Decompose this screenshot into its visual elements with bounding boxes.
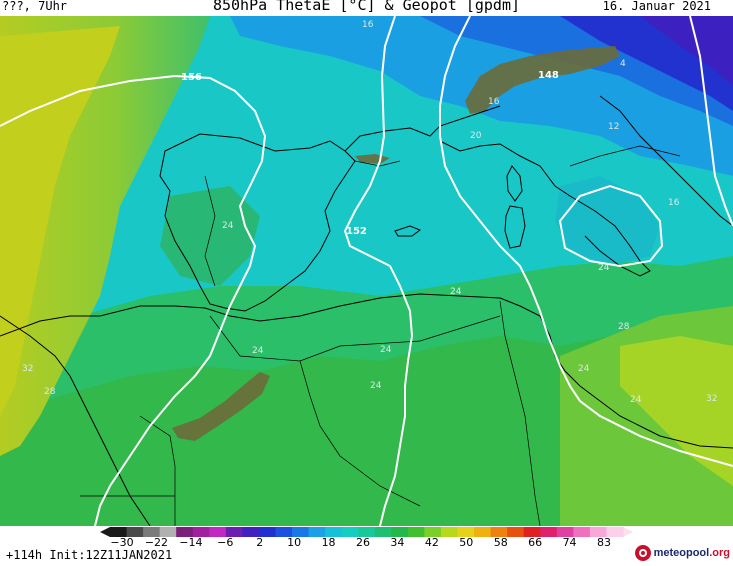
thetae-label: 32 bbox=[22, 364, 33, 374]
thetae-label: 28 bbox=[44, 387, 56, 397]
header-bar: ???, 7Uhr 850hPa ThetaE [°C] & Geopot [g… bbox=[0, 0, 733, 16]
alps-terrain bbox=[465, 46, 620, 114]
colorbar-tick-label: 83 bbox=[597, 536, 611, 549]
colorbar-swatch bbox=[159, 527, 177, 537]
thetae-label: 24 bbox=[598, 263, 610, 273]
colorbar-tick-label: −30 bbox=[110, 536, 134, 549]
colorbar-swatch bbox=[424, 527, 442, 537]
colorbar-swatch bbox=[258, 527, 277, 537]
colorbar-tick-label: 10 bbox=[287, 536, 302, 549]
thetae-label: 28 bbox=[618, 322, 630, 332]
colorbar-tick-label: 58 bbox=[493, 536, 508, 549]
colorbar-tick-label: 34 bbox=[390, 536, 405, 549]
colorbar-swatch bbox=[341, 527, 359, 537]
colorbar-swatch bbox=[407, 527, 426, 537]
weather-map: 156 152 148 16 16 20 12 4 16 24 24 24 24… bbox=[0, 16, 733, 526]
thetae-label: 24 bbox=[222, 221, 234, 231]
colorbar-tick-label: 66 bbox=[528, 536, 543, 549]
logo-main-text: meteopool bbox=[653, 547, 710, 559]
colorbar-swatch bbox=[358, 527, 376, 537]
geopotential-contours bbox=[0, 16, 733, 526]
colorbar-tick-label: −14 bbox=[179, 536, 203, 549]
colorbar-tick-label: 2 bbox=[256, 536, 264, 549]
colorbar: −30 −22 −14 −6 2 10 18 26 34 42 50 58 66 74 83 bbox=[0, 526, 733, 566]
colorbar-tick-label: 18 bbox=[321, 536, 336, 549]
colorbar-swatch bbox=[209, 527, 227, 537]
colorbar-swatch bbox=[325, 527, 343, 537]
thetae-label: 16 bbox=[362, 20, 374, 30]
colorbar-tick-label: 26 bbox=[356, 536, 370, 549]
colorbar-swatch bbox=[507, 527, 525, 537]
thetae-field-northeast-coldest bbox=[640, 16, 733, 86]
thetae-label: 24 bbox=[370, 381, 382, 391]
thetae-label: 16 bbox=[488, 97, 500, 107]
colorbar-tick-label: 74 bbox=[562, 536, 577, 549]
meteopool-logo[interactable]: meteopool.org bbox=[634, 545, 730, 561]
geopotential-label: 156 bbox=[181, 72, 202, 83]
colorbar-swatch bbox=[556, 527, 574, 537]
colorbar-swatch bbox=[225, 527, 243, 537]
thetae-label: 24 bbox=[450, 287, 462, 297]
thetae-field-south-warm bbox=[0, 306, 733, 526]
colorbar-left-arrow bbox=[100, 527, 110, 537]
colorbar-tick-label: 42 bbox=[424, 536, 439, 549]
colorbar-labels: −30 −22 −14 −6 2 10 18 26 34 42 50 58 66 74 83 bbox=[0, 536, 733, 550]
thetae-label: 24 bbox=[252, 346, 264, 356]
colorbar-swatch bbox=[110, 527, 128, 537]
colorbar-swatch bbox=[275, 527, 293, 537]
colorbar-swatch bbox=[474, 527, 492, 537]
colorbar-swatch bbox=[606, 527, 624, 537]
thetae-field-west-hot bbox=[0, 26, 120, 416]
colorbar-right-arrow bbox=[623, 527, 633, 537]
country-borders bbox=[80, 145, 681, 526]
thetae-label: 20 bbox=[470, 131, 482, 141]
colorbar-swatch bbox=[242, 527, 260, 537]
atlas-terrain bbox=[172, 372, 270, 441]
colorbar-tick-label: −6 bbox=[217, 536, 234, 549]
logo-icon bbox=[634, 545, 651, 561]
thetae-label: 16 bbox=[668, 198, 680, 208]
thetae-label: 4 bbox=[620, 59, 626, 69]
run-info: +114h Init:12Z11JAN2021 bbox=[6, 548, 173, 562]
colorbar-swatch bbox=[192, 527, 210, 537]
colorbar-swatch bbox=[292, 527, 310, 537]
forecast-date: 16. Januar 2021 bbox=[602, 0, 711, 13]
colorbar-swatch bbox=[440, 527, 459, 537]
coastlines bbox=[0, 95, 733, 526]
thetae-field-southeast-hot bbox=[620, 336, 733, 486]
geopotential-label: 152 bbox=[346, 226, 367, 237]
thetae-label: 32 bbox=[706, 394, 717, 404]
colorbar-swatches bbox=[110, 527, 624, 537]
colorbar-swatch bbox=[540, 527, 558, 537]
colorbar-swatch bbox=[143, 527, 161, 537]
colorbar-swatch bbox=[573, 527, 591, 537]
chart-title: 850hPa ThetaE [°C] & Geopot [gpdm] bbox=[212, 0, 521, 14]
forecast-weekday-label: ???, 7Uhr bbox=[2, 0, 68, 13]
colorbar-swatch bbox=[457, 527, 475, 537]
colorbar-swatch bbox=[589, 527, 608, 537]
thetae-label: 12 bbox=[608, 122, 619, 132]
colorbar-swatch bbox=[176, 527, 194, 537]
colorbar-swatch bbox=[391, 527, 409, 537]
thetae-field-italy-ring bbox=[555, 176, 660, 266]
colorbar-swatch bbox=[126, 527, 144, 537]
colorbar-tick-label: 50 bbox=[459, 536, 474, 549]
thetae-label: 24 bbox=[630, 395, 642, 405]
thetae-label: 24 bbox=[578, 364, 590, 374]
colorbar-swatch bbox=[490, 527, 508, 537]
geopotential-label: 148 bbox=[538, 70, 559, 81]
colorbar-swatch bbox=[374, 527, 392, 537]
colorbar-swatch bbox=[308, 527, 326, 537]
logo-suffix-text: .org bbox=[709, 547, 730, 559]
colorbar-swatch bbox=[523, 527, 541, 537]
thetae-label: 24 bbox=[380, 345, 392, 355]
colorbar-tick-label: −22 bbox=[144, 536, 169, 549]
